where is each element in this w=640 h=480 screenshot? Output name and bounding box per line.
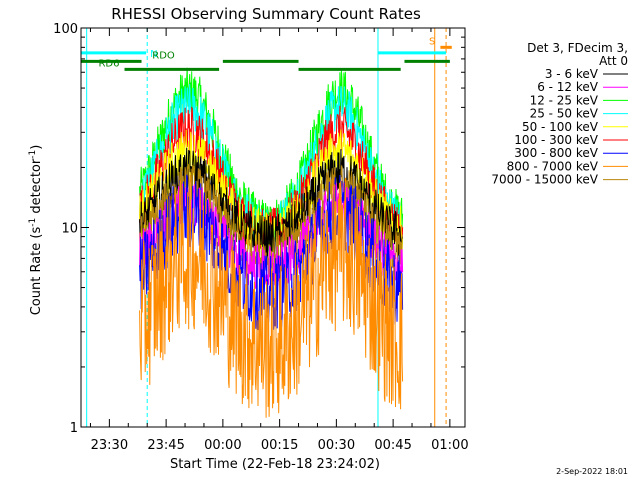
y-tick-label: 1 [70,421,78,436]
x-tick-label: 01:00 [431,438,468,453]
status-bar-label-1: RDO [152,50,175,61]
legend-label-7: 800 - 7000 keV [507,159,599,173]
x-tick-label: 23:30 [91,438,128,453]
legend-label-0: 3 - 6 keV [545,67,599,81]
x-tick-label: 00:45 [374,438,411,453]
legend-label-2: 12 - 25 keV [530,93,599,107]
y-tick-label: 100 [53,22,78,37]
legend-label-8: 7000 - 15000 keV [491,173,598,187]
legend-label-4: 50 - 100 keV [522,120,599,134]
legend-label-3: 25 - 50 keV [530,107,599,121]
legend-header-line-2: Att 0 [599,54,628,68]
legend-label-1: 6 - 12 keV [537,80,599,94]
legend-label-5: 100 - 300 keV [514,133,598,147]
axis-ticks: 1 10 100 23:30 23:45 00:00 00:15 00:30 00:45 01:0… [53,22,468,453]
x-tick-label: 00:00 [204,438,241,453]
chart-title: RHESSI Observing Summary Count Rates [111,5,421,23]
x-tick-label: 23:45 [147,438,184,453]
series-line-7 [139,174,404,418]
x-axis-label: Start Time (22-Feb-18 23:24:02) [170,457,380,472]
x-tick-label: 00:30 [318,438,355,453]
y-axis-label: Count Rate (s-1 detector-1) [28,145,44,316]
y-tick-label: 10 [61,222,78,237]
status-bar-label-3: S [429,36,435,47]
series-line-5 [139,105,404,256]
status-bar-label-2: RD6 [98,58,119,69]
legend-header-line-1: Det 3, FDecim 3, [527,41,628,55]
legend-label-6: 300 - 800 keV [514,146,598,160]
x-tick-label: 00:15 [261,438,298,453]
series-line-2 [139,67,404,244]
status-bar-label-0: N [150,49,157,60]
footer-date: 2-Sep-2022 18:01 [556,467,628,476]
series-line-0 [139,147,404,264]
